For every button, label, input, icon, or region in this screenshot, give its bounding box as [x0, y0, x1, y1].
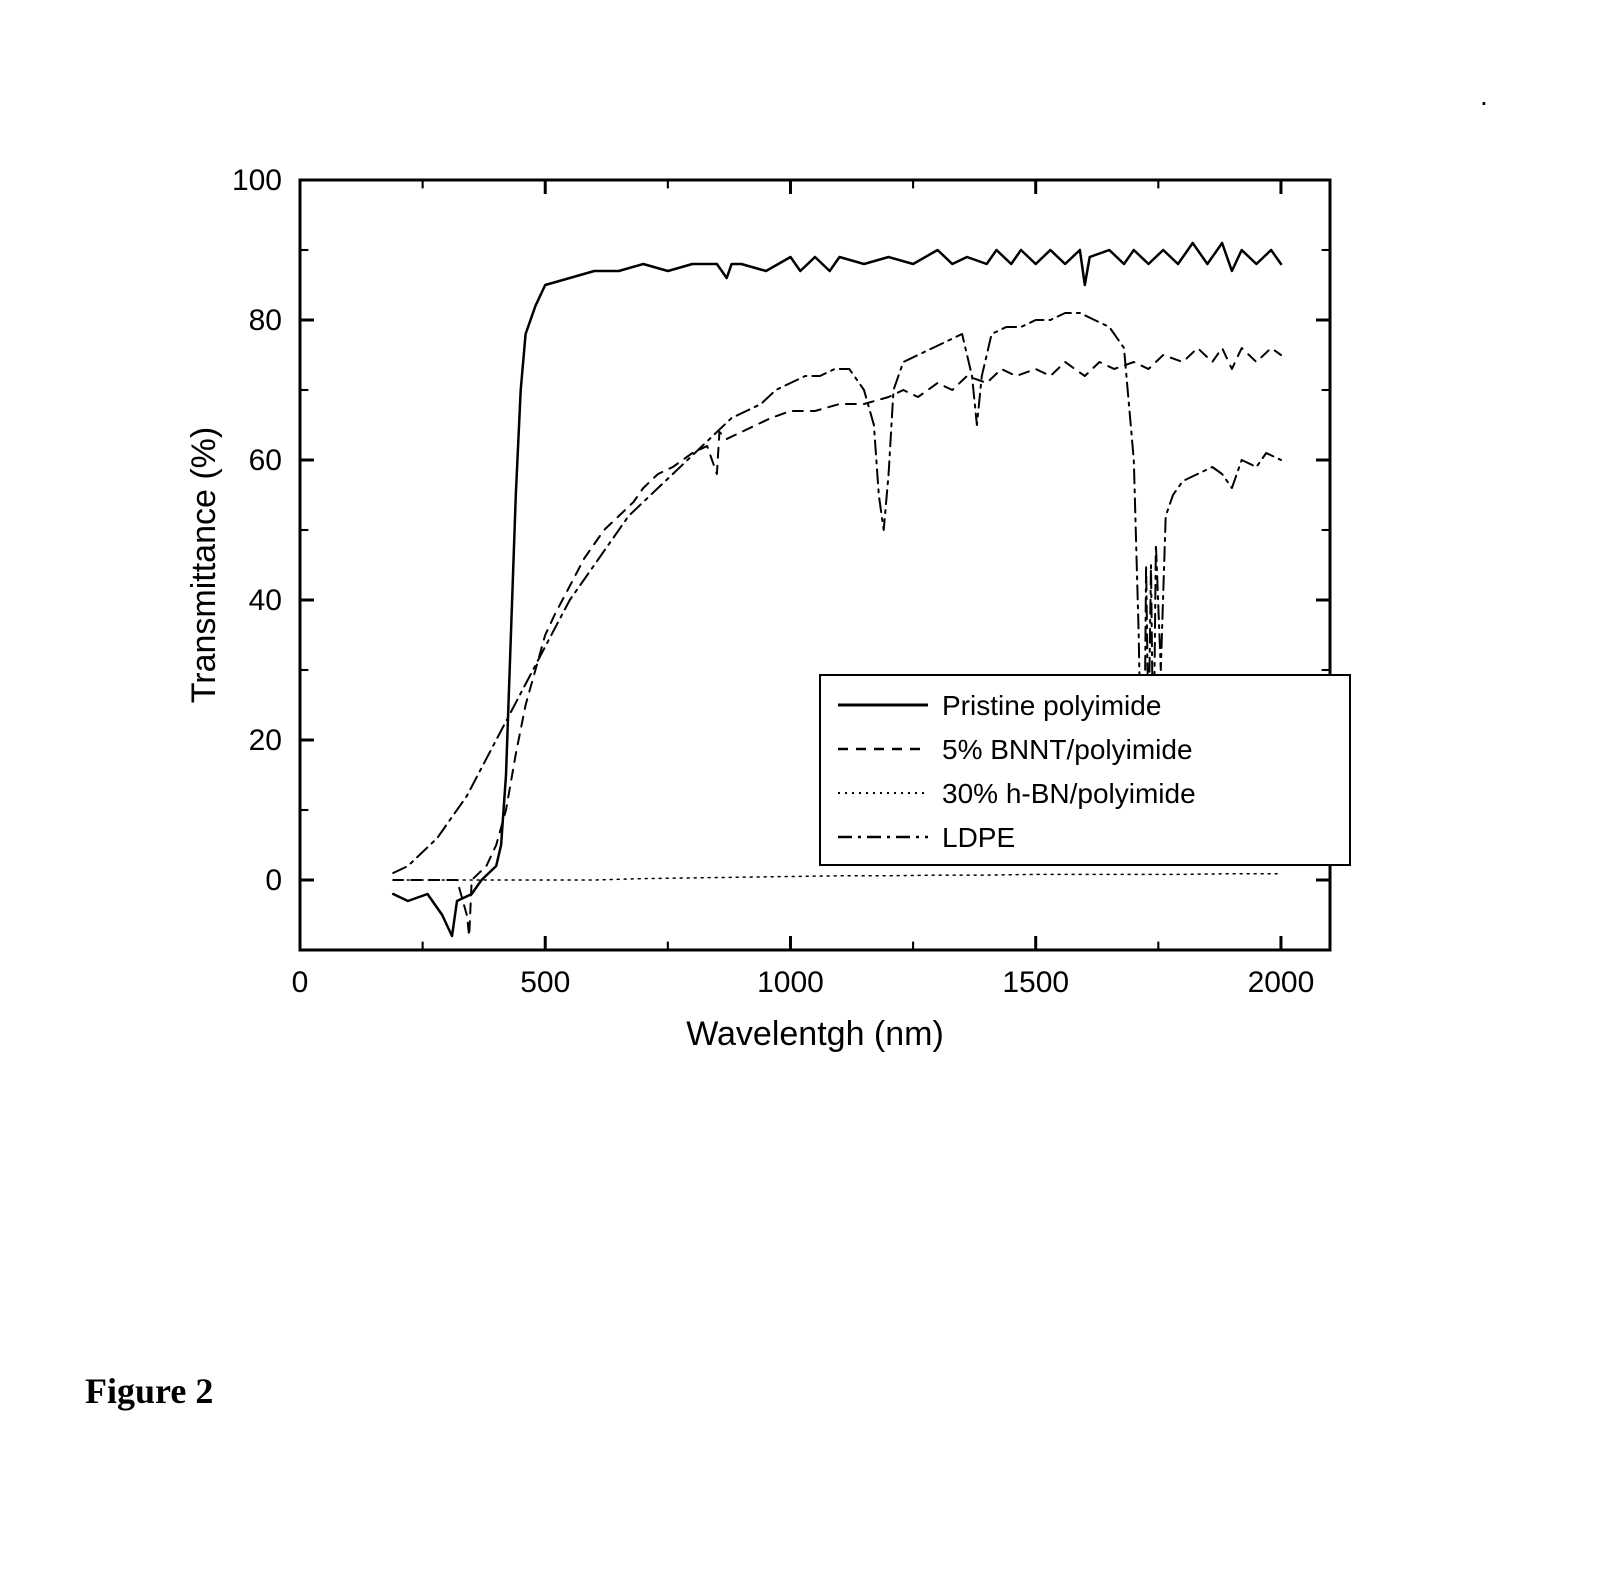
svg-text:5% BNNT/polyimide: 5% BNNT/polyimide: [942, 734, 1193, 765]
svg-text:60: 60: [249, 444, 282, 477]
transmittance-chart: 0 500 1000 1500 2000 0 20 40 60 80 100 Wavelentgh (…: [180, 150, 1380, 1100]
svg-text:2000: 2000: [1248, 966, 1315, 999]
page: . 0 500 1000 1500 2000 0 20 40 60 80 100 Wavelentgh…: [0, 0, 1611, 1572]
svg-text:LDPE: LDPE: [942, 822, 1015, 853]
svg-text:100: 100: [232, 164, 282, 197]
figure-caption: Figure 2: [85, 1370, 213, 1412]
svg-text:0: 0: [292, 966, 309, 999]
svg-text:Pristine polyimide: Pristine polyimide: [942, 690, 1161, 721]
stray-mark: .: [1480, 80, 1488, 112]
svg-text:Wavelentgh (nm): Wavelentgh (nm): [686, 1015, 944, 1053]
svg-text:Transmittance (%): Transmittance (%): [185, 427, 223, 703]
svg-text:80: 80: [249, 304, 282, 337]
svg-text:500: 500: [520, 966, 570, 999]
svg-text:20: 20: [249, 724, 282, 757]
svg-text:1000: 1000: [757, 966, 824, 999]
svg-text:1500: 1500: [1002, 966, 1069, 999]
chart-svg: 0 500 1000 1500 2000 0 20 40 60 80 100 Wavelentgh (…: [180, 150, 1380, 1100]
svg-text:30% h-BN/polyimide: 30% h-BN/polyimide: [942, 778, 1196, 809]
svg-text:40: 40: [249, 584, 282, 617]
svg-text:0: 0: [265, 864, 282, 897]
